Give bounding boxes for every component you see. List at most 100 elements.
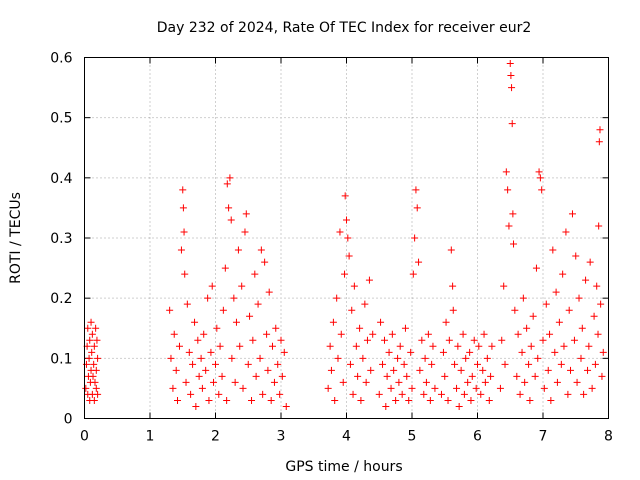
y-tick-label: 0 bbox=[64, 412, 73, 428]
data-points bbox=[82, 60, 607, 410]
data-point bbox=[431, 384, 439, 392]
data-point bbox=[379, 360, 387, 368]
data-point bbox=[594, 330, 602, 338]
data-point bbox=[227, 216, 235, 224]
data-point bbox=[599, 348, 607, 356]
data-point bbox=[387, 384, 395, 392]
data-point bbox=[560, 342, 568, 350]
data-point bbox=[282, 402, 290, 410]
data-point bbox=[166, 306, 174, 314]
data-point bbox=[578, 324, 586, 332]
data-point bbox=[539, 336, 547, 344]
data-point bbox=[280, 348, 288, 356]
data-point bbox=[568, 210, 576, 218]
data-point bbox=[357, 396, 365, 404]
x-tick-label: 2 bbox=[211, 429, 220, 445]
data-point bbox=[521, 378, 529, 386]
data-point bbox=[508, 84, 516, 92]
data-point bbox=[535, 168, 543, 176]
data-point bbox=[361, 300, 369, 308]
data-point bbox=[508, 120, 516, 128]
data-point bbox=[396, 342, 404, 350]
data-point bbox=[454, 342, 462, 350]
data-point bbox=[356, 324, 364, 332]
data-point bbox=[236, 342, 244, 350]
data-point bbox=[263, 330, 271, 338]
data-point bbox=[362, 378, 370, 386]
data-point bbox=[597, 300, 605, 308]
data-point bbox=[593, 282, 601, 290]
data-point bbox=[225, 204, 233, 212]
data-point bbox=[582, 276, 590, 284]
data-point bbox=[457, 366, 465, 374]
data-point bbox=[395, 378, 403, 386]
data-point bbox=[555, 318, 563, 326]
data-point bbox=[208, 282, 216, 290]
data-point bbox=[210, 378, 218, 386]
data-point bbox=[507, 72, 515, 80]
data-point bbox=[85, 354, 93, 362]
data-point bbox=[385, 348, 393, 356]
data-point bbox=[182, 378, 190, 386]
data-point bbox=[564, 390, 572, 398]
data-point bbox=[585, 342, 593, 350]
data-point bbox=[177, 246, 185, 254]
data-point bbox=[483, 354, 491, 362]
data-point bbox=[532, 264, 540, 272]
data-point bbox=[264, 366, 272, 374]
data-point bbox=[383, 372, 391, 380]
data-point bbox=[179, 204, 187, 212]
data-point bbox=[174, 396, 182, 404]
data-point bbox=[573, 378, 581, 386]
data-point bbox=[549, 246, 557, 254]
data-point bbox=[363, 336, 371, 344]
data-point bbox=[588, 384, 596, 392]
data-point bbox=[595, 138, 603, 146]
data-point bbox=[249, 336, 257, 344]
data-point bbox=[591, 360, 599, 368]
data-point bbox=[409, 270, 417, 278]
data-point bbox=[84, 324, 92, 332]
data-point bbox=[570, 336, 578, 344]
data-point bbox=[501, 360, 509, 368]
data-point bbox=[411, 234, 419, 242]
data-point bbox=[349, 390, 357, 398]
data-point bbox=[470, 336, 478, 344]
data-point bbox=[518, 348, 526, 356]
data-point bbox=[324, 384, 332, 392]
data-point bbox=[167, 354, 175, 362]
data-point bbox=[252, 372, 260, 380]
data-point bbox=[221, 264, 229, 272]
data-point bbox=[369, 330, 377, 338]
data-point bbox=[348, 306, 356, 314]
data-point bbox=[274, 360, 282, 368]
data-point bbox=[477, 390, 485, 398]
data-point bbox=[401, 324, 409, 332]
x-tick-label: 8 bbox=[604, 429, 613, 445]
data-point bbox=[202, 366, 210, 374]
data-point bbox=[559, 270, 567, 278]
data-point bbox=[472, 384, 480, 392]
data-point bbox=[341, 270, 349, 278]
data-point bbox=[540, 384, 548, 392]
data-point bbox=[416, 366, 424, 374]
data-point bbox=[388, 330, 396, 338]
data-point bbox=[215, 390, 223, 398]
data-point bbox=[577, 354, 585, 362]
data-point bbox=[239, 384, 247, 392]
data-point bbox=[590, 312, 598, 320]
data-point bbox=[234, 246, 242, 254]
data-point bbox=[185, 348, 193, 356]
data-point bbox=[352, 342, 360, 350]
data-point bbox=[445, 336, 453, 344]
data-point bbox=[183, 300, 191, 308]
data-point bbox=[334, 354, 342, 362]
data-point bbox=[504, 186, 512, 194]
data-point bbox=[421, 354, 429, 362]
data-point bbox=[485, 396, 493, 404]
data-point bbox=[418, 336, 426, 344]
data-point bbox=[341, 192, 349, 200]
y-axis-label: ROTI / TECUs bbox=[8, 192, 24, 284]
data-point bbox=[92, 384, 100, 392]
data-point bbox=[198, 384, 206, 392]
